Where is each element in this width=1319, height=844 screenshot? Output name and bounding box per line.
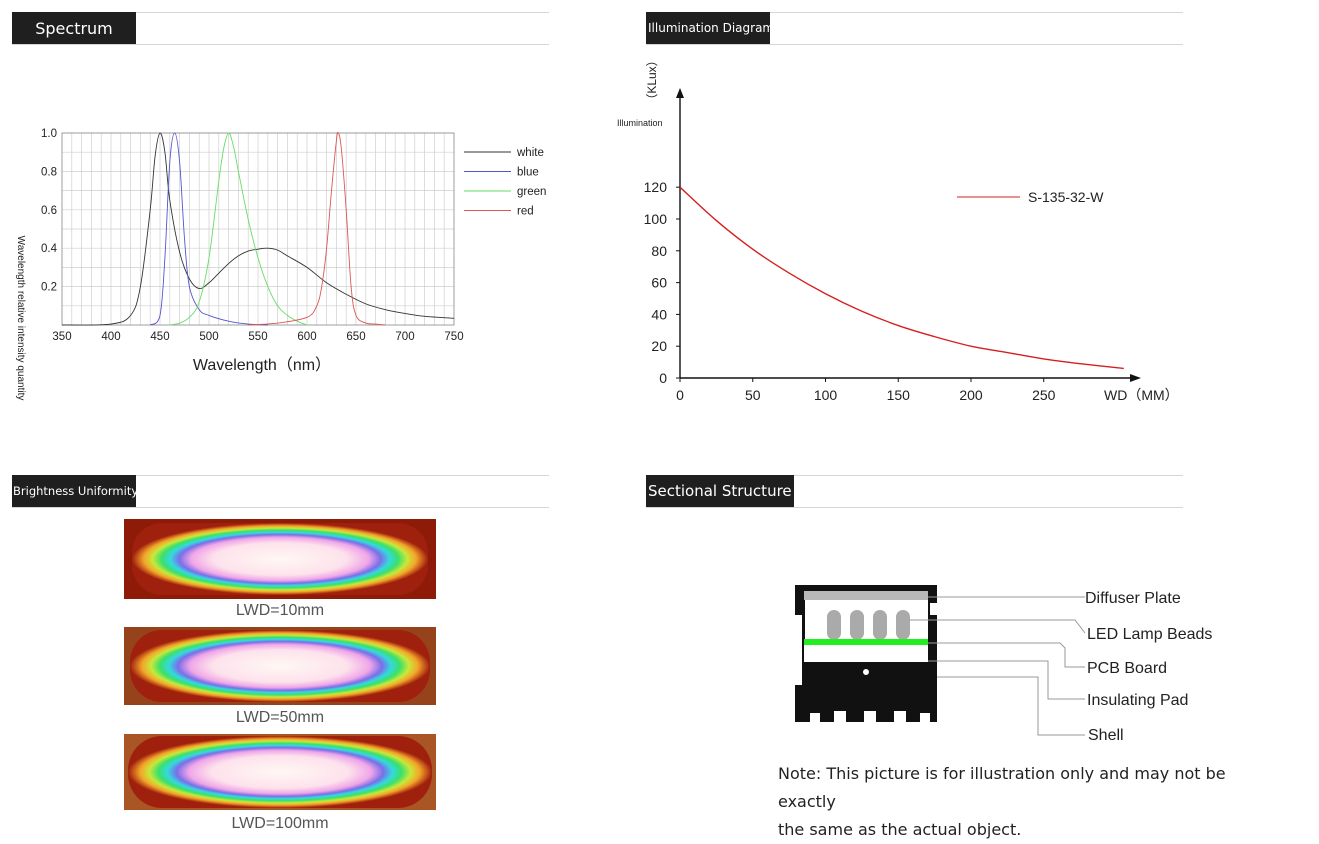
spectrum-legend-label-green: green <box>517 186 546 198</box>
spectrum-y-axis-label: Wavelength relative intensity quantity <box>15 236 26 401</box>
illumination-y-arrow <box>676 88 684 98</box>
illumination-x-tick-label: 100 <box>814 387 838 403</box>
spectrum-x-tick-label: 400 <box>101 331 120 343</box>
structure-rule-bottom <box>646 507 1183 508</box>
spectrum-y-tick-label: 1.0 <box>41 128 57 140</box>
illumination-section-title: Illumination Diagram <box>646 12 770 44</box>
label-insulating-pad: Insulating Pad <box>1087 692 1188 709</box>
insulating-pad <box>804 645 928 662</box>
illumination-y-tick-label: 0 <box>659 370 667 386</box>
uniformity-rule-bottom <box>12 507 549 508</box>
spectrum-rule-bottom <box>12 44 549 45</box>
illumination-x-tick-label: 50 <box>745 387 761 403</box>
illumination-x-tick-label: 0 <box>676 387 684 403</box>
illumination-y-axis-title: Illumination <box>617 118 663 128</box>
led-lamp-beads <box>827 610 910 640</box>
spectrum-y-tick-label: 0.2 <box>41 282 57 294</box>
note-line-2: the same as the actual object. <box>778 820 1022 839</box>
sectional-structure-diagram: Diffuser Plate LED Lamp Beads PCB Board … <box>795 585 1212 744</box>
illumination-y-tick-label: 40 <box>651 306 667 322</box>
label-diffuser-plate: Diffuser Plate <box>1085 590 1181 607</box>
illumination-y-tick-label: 120 <box>644 179 668 195</box>
illumination-y-axis-unit: （KLux） <box>645 54 659 105</box>
pcb-board <box>804 639 928 645</box>
uniformity-rule-top <box>12 475 549 476</box>
spectrum-y-tick-label: 0.6 <box>41 205 57 217</box>
label-shell: Shell <box>1088 727 1124 744</box>
label-pcb-board: PCB Board <box>1087 660 1167 677</box>
illumination-legend-label: S-135-32-W <box>1028 189 1104 205</box>
uniformity-caption-10mm: LWD=10mm <box>235 602 325 619</box>
illumination-x-tick-label: 200 <box>959 387 983 403</box>
illumination-x-tick-label: 150 <box>887 387 911 403</box>
diffuser-plate <box>804 591 928 600</box>
illumination-x-arrow <box>1130 374 1141 382</box>
structure-rule-top <box>646 475 1183 476</box>
spectrum-x-tick-label: 600 <box>297 331 316 343</box>
spectrum-legend-label-red: red <box>517 206 534 218</box>
illumination-y-tick-label: 100 <box>644 211 668 227</box>
illumination-series-line <box>679 186 1124 370</box>
spectrum-series-blue <box>149 132 268 326</box>
spectrum-legend-label-blue: blue <box>517 167 539 179</box>
spectrum-chart: 350 400 450 500 550 600 650 700 750 0.2 0.4 0.6 0.8 1… <box>15 128 546 401</box>
spectrum-y-tick-label: 0.4 <box>41 243 58 255</box>
spectrum-x-tick-label: 550 <box>248 331 267 343</box>
spectrum-x-tick-label: 350 <box>52 331 71 343</box>
illumination-y-tick-label: 80 <box>651 243 667 259</box>
structure-section-title: Sectional Structure <box>646 475 794 507</box>
spectrum-series-white <box>61 132 455 326</box>
spectrum-series-red <box>248 131 386 326</box>
spectrum-legend-label-white: white <box>516 147 544 159</box>
spectrum-series-green <box>169 132 308 326</box>
uniformity-heatmap-50mm <box>124 627 436 705</box>
uniformity-heatmap-100mm <box>124 734 436 810</box>
spectrum-x-tick-label: 500 <box>199 331 218 343</box>
illumination-x-tick-label: 250 <box>1032 387 1056 403</box>
uniformity-section-title: Brightness Uniformity <box>12 475 136 507</box>
spectrum-x-tick-label: 650 <box>346 331 365 343</box>
spectrum-x-axis-label: Wavelength（nm） <box>193 356 331 374</box>
uniformity-caption-100mm: LWD=100mm <box>231 815 329 832</box>
note-line-1: Note: This picture is for illustration o… <box>778 764 1226 811</box>
illumination-rule-bottom <box>646 44 1183 45</box>
spectrum-x-tick-label: 750 <box>444 331 463 343</box>
illumination-y-tick-label: 60 <box>651 275 667 291</box>
illumination-rule-top <box>646 12 1183 13</box>
spectrum-x-tick-label: 700 <box>395 331 414 343</box>
label-led-lamp-beads: LED Lamp Beads <box>1087 626 1212 643</box>
illumination-x-axis-title: WD（MM） <box>1104 387 1179 403</box>
illumination-y-tick-label: 20 <box>651 338 667 354</box>
spectrum-section-title: Spectrum <box>12 12 136 44</box>
illustration-note: Note: This picture is for illustration o… <box>778 760 1278 844</box>
spectrum-x-tick-label: 450 <box>150 331 169 343</box>
spectrum-y-tick-label: 0.8 <box>41 166 57 178</box>
uniformity-heatmap-10mm <box>124 519 436 599</box>
illumination-chart: 0 20 40 60 80 100 120 0 50 100 150 200 250 WD（MM） （KLu… <box>617 54 1179 403</box>
spectrum-rule-top <box>12 12 549 13</box>
uniformity-caption-50mm: LWD=50mm <box>235 709 325 726</box>
